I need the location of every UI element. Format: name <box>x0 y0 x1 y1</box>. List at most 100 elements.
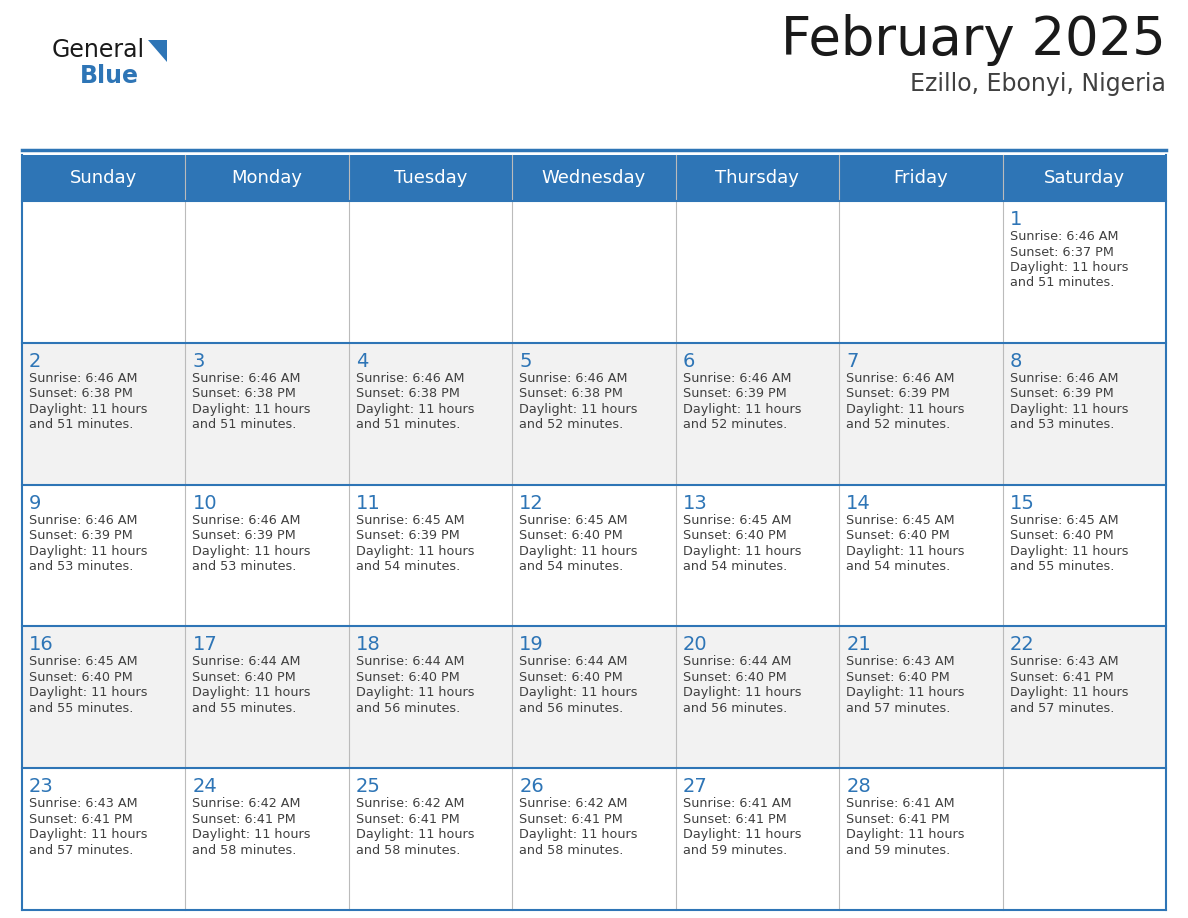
Text: Sunrise: 6:41 AM: Sunrise: 6:41 AM <box>846 797 955 811</box>
Text: Sunset: 6:40 PM: Sunset: 6:40 PM <box>519 529 623 543</box>
Text: Monday: Monday <box>232 169 303 187</box>
Text: and 54 minutes.: and 54 minutes. <box>356 560 460 573</box>
Text: Daylight: 11 hours: Daylight: 11 hours <box>846 687 965 700</box>
Text: Sunset: 6:40 PM: Sunset: 6:40 PM <box>29 671 133 684</box>
Text: Daylight: 11 hours: Daylight: 11 hours <box>29 687 147 700</box>
Text: Sunset: 6:38 PM: Sunset: 6:38 PM <box>29 387 133 400</box>
Text: Sunset: 6:39 PM: Sunset: 6:39 PM <box>192 529 296 543</box>
Text: 18: 18 <box>356 635 380 655</box>
Text: 28: 28 <box>846 778 871 796</box>
Text: Sunset: 6:41 PM: Sunset: 6:41 PM <box>1010 671 1113 684</box>
Text: and 52 minutes.: and 52 minutes. <box>846 419 950 431</box>
Text: Saturday: Saturday <box>1044 169 1125 187</box>
Text: Sunday: Sunday <box>70 169 138 187</box>
Text: 6: 6 <box>683 352 695 371</box>
Text: Daylight: 11 hours: Daylight: 11 hours <box>356 828 474 841</box>
Text: Daylight: 11 hours: Daylight: 11 hours <box>519 544 638 557</box>
Bar <box>23 201 1165 342</box>
Text: Sunset: 6:39 PM: Sunset: 6:39 PM <box>356 529 460 543</box>
Text: Sunset: 6:38 PM: Sunset: 6:38 PM <box>356 387 460 400</box>
Text: Sunrise: 6:45 AM: Sunrise: 6:45 AM <box>846 513 955 527</box>
Text: Sunrise: 6:44 AM: Sunrise: 6:44 AM <box>683 655 791 668</box>
Text: Daylight: 11 hours: Daylight: 11 hours <box>356 403 474 416</box>
Text: Daylight: 11 hours: Daylight: 11 hours <box>683 828 801 841</box>
Text: Sunset: 6:40 PM: Sunset: 6:40 PM <box>846 529 950 543</box>
Text: 25: 25 <box>356 778 380 796</box>
Text: Daylight: 11 hours: Daylight: 11 hours <box>683 544 801 557</box>
Bar <box>676 155 839 201</box>
Text: 23: 23 <box>29 778 53 796</box>
Text: Sunrise: 6:43 AM: Sunrise: 6:43 AM <box>846 655 955 668</box>
Text: and 54 minutes.: and 54 minutes. <box>846 560 950 573</box>
Text: and 59 minutes.: and 59 minutes. <box>683 844 786 856</box>
Text: and 53 minutes.: and 53 minutes. <box>192 560 297 573</box>
Text: Blue: Blue <box>80 64 139 88</box>
Text: and 57 minutes.: and 57 minutes. <box>846 702 950 715</box>
Text: and 55 minutes.: and 55 minutes. <box>192 702 297 715</box>
Text: 2: 2 <box>29 352 42 371</box>
Text: Daylight: 11 hours: Daylight: 11 hours <box>356 544 474 557</box>
Text: Sunrise: 6:44 AM: Sunrise: 6:44 AM <box>356 655 465 668</box>
Text: Sunrise: 6:42 AM: Sunrise: 6:42 AM <box>192 797 301 811</box>
Text: February 2025: February 2025 <box>782 14 1165 66</box>
Text: and 57 minutes.: and 57 minutes. <box>1010 702 1114 715</box>
Text: Sunset: 6:41 PM: Sunset: 6:41 PM <box>356 812 460 825</box>
Text: Daylight: 11 hours: Daylight: 11 hours <box>683 687 801 700</box>
Text: and 56 minutes.: and 56 minutes. <box>356 702 460 715</box>
Text: Sunrise: 6:41 AM: Sunrise: 6:41 AM <box>683 797 791 811</box>
Text: Sunrise: 6:45 AM: Sunrise: 6:45 AM <box>1010 513 1118 527</box>
Text: Daylight: 11 hours: Daylight: 11 hours <box>192 687 311 700</box>
Text: and 58 minutes.: and 58 minutes. <box>519 844 624 856</box>
Text: and 56 minutes.: and 56 minutes. <box>519 702 624 715</box>
Text: and 53 minutes.: and 53 minutes. <box>29 560 133 573</box>
Text: 17: 17 <box>192 635 217 655</box>
Text: and 56 minutes.: and 56 minutes. <box>683 702 786 715</box>
Text: Sunrise: 6:44 AM: Sunrise: 6:44 AM <box>192 655 301 668</box>
Text: and 55 minutes.: and 55 minutes. <box>1010 560 1114 573</box>
Bar <box>1003 155 1165 201</box>
Text: Daylight: 11 hours: Daylight: 11 hours <box>29 403 147 416</box>
Text: Sunset: 6:40 PM: Sunset: 6:40 PM <box>683 671 786 684</box>
Text: Daylight: 11 hours: Daylight: 11 hours <box>683 403 801 416</box>
Text: 5: 5 <box>519 352 532 371</box>
Text: and 54 minutes.: and 54 minutes. <box>683 560 786 573</box>
Bar <box>23 768 1165 910</box>
Text: Daylight: 11 hours: Daylight: 11 hours <box>846 544 965 557</box>
Text: and 51 minutes.: and 51 minutes. <box>192 419 297 431</box>
Text: Sunrise: 6:42 AM: Sunrise: 6:42 AM <box>356 797 465 811</box>
Text: Sunset: 6:39 PM: Sunset: 6:39 PM <box>683 387 786 400</box>
Text: 20: 20 <box>683 635 707 655</box>
Text: and 53 minutes.: and 53 minutes. <box>1010 419 1114 431</box>
Text: Sunrise: 6:46 AM: Sunrise: 6:46 AM <box>1010 372 1118 385</box>
Text: 11: 11 <box>356 494 380 512</box>
Text: and 51 minutes.: and 51 minutes. <box>29 419 133 431</box>
Text: Thursday: Thursday <box>715 169 800 187</box>
Text: 19: 19 <box>519 635 544 655</box>
Text: 22: 22 <box>1010 635 1035 655</box>
Text: and 54 minutes.: and 54 minutes. <box>519 560 624 573</box>
Text: Daylight: 11 hours: Daylight: 11 hours <box>192 403 311 416</box>
Text: Sunrise: 6:46 AM: Sunrise: 6:46 AM <box>356 372 465 385</box>
Text: Daylight: 11 hours: Daylight: 11 hours <box>29 544 147 557</box>
Text: General: General <box>52 38 145 62</box>
Text: Sunset: 6:40 PM: Sunset: 6:40 PM <box>356 671 460 684</box>
Text: and 59 minutes.: and 59 minutes. <box>846 844 950 856</box>
Text: Sunset: 6:38 PM: Sunset: 6:38 PM <box>192 387 296 400</box>
Text: 7: 7 <box>846 352 859 371</box>
Text: Sunrise: 6:45 AM: Sunrise: 6:45 AM <box>29 655 138 668</box>
Text: 26: 26 <box>519 778 544 796</box>
Text: Sunset: 6:39 PM: Sunset: 6:39 PM <box>29 529 133 543</box>
Text: 15: 15 <box>1010 494 1035 512</box>
Text: Sunset: 6:40 PM: Sunset: 6:40 PM <box>1010 529 1113 543</box>
Text: Sunset: 6:41 PM: Sunset: 6:41 PM <box>192 812 296 825</box>
Text: Sunrise: 6:45 AM: Sunrise: 6:45 AM <box>356 513 465 527</box>
Text: Sunset: 6:40 PM: Sunset: 6:40 PM <box>683 529 786 543</box>
Text: and 57 minutes.: and 57 minutes. <box>29 844 133 856</box>
Text: Sunrise: 6:43 AM: Sunrise: 6:43 AM <box>1010 655 1118 668</box>
Text: Wednesday: Wednesday <box>542 169 646 187</box>
Bar <box>839 155 1003 201</box>
Text: Sunrise: 6:46 AM: Sunrise: 6:46 AM <box>29 513 138 527</box>
Text: and 52 minutes.: and 52 minutes. <box>683 419 786 431</box>
Text: Daylight: 11 hours: Daylight: 11 hours <box>1010 403 1129 416</box>
Text: 9: 9 <box>29 494 42 512</box>
